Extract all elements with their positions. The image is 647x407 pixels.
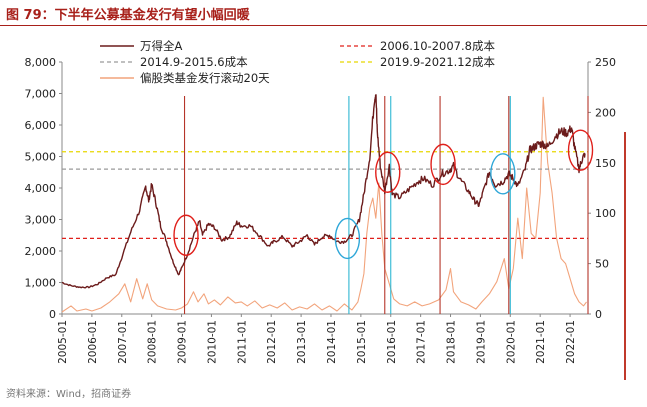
- y-left-tick-label: 0: [49, 308, 56, 321]
- y-left-tick-label: 5,000: [25, 151, 57, 164]
- x-tick-label: 2011-01: [236, 320, 248, 364]
- highlight-circle: [567, 129, 594, 171]
- x-tick-label: 2008-01: [147, 320, 159, 364]
- y-left-tick-label: 3,000: [25, 214, 57, 227]
- y-right-tick-label: 150: [595, 157, 616, 170]
- y-right-tick-label: 200: [595, 106, 616, 119]
- x-tick-label: 2013-01: [296, 320, 308, 364]
- y-right-tick-label: 100: [595, 207, 616, 220]
- x-tick-label: 2014-01: [326, 320, 338, 364]
- legend-label-wind_a: 万得全A: [140, 39, 182, 53]
- highlight-circle: [375, 151, 401, 193]
- y-right-tick-label: 50: [595, 258, 609, 271]
- x-tick-label: 2018-01: [446, 320, 458, 364]
- x-tick-label: 2010-01: [206, 320, 218, 364]
- title-rule: [0, 25, 647, 26]
- y-right-tick-label: 0: [595, 308, 602, 321]
- highlight-circle: [173, 214, 199, 256]
- title-bar: 图 79：下半年公募基金发行有望小幅回暖: [0, 0, 647, 26]
- y-left-tick-label: 7,000: [25, 88, 57, 101]
- legend-label-fund_issue: 偏股类基金发行滚动20天: [140, 71, 270, 85]
- y-left-tick-label: 6,000: [25, 119, 57, 132]
- x-tick-label: 2016-01: [386, 320, 398, 364]
- x-tick-label: 2005-01: [57, 320, 69, 364]
- y-left-tick-label: 8,000: [25, 56, 57, 69]
- legend-label-cost_2014: 2014.9-2015.6成本: [140, 55, 248, 69]
- y-right-tick-label: 250: [595, 56, 616, 69]
- x-tick-label: 2019-01: [475, 320, 487, 364]
- line-chart: 0 1,000 2,000 3,000 4,000 5,000 6,000 7,000 8,00…: [25, 39, 617, 364]
- y-left-tick-label: 1,000: [25, 277, 57, 290]
- y-left-tick-label: 2,000: [25, 245, 57, 258]
- source-note: 资料来源：Wind，招商证券: [6, 389, 132, 400]
- fund-issue-series-line: [61, 96, 587, 313]
- x-tick-label: 2009-01: [177, 320, 189, 364]
- wind-a-series-line: [61, 94, 586, 289]
- highlight-circle: [430, 143, 456, 186]
- right-edge-bar: [624, 132, 626, 380]
- figure-title: 图 79：下半年公募基金发行有望小幅回暖: [6, 8, 250, 23]
- legend-label-cost_2006: 2006.10-2007.8成本: [380, 39, 495, 53]
- highlight-circle: [334, 217, 361, 260]
- y-left-tick-label: 4,000: [25, 182, 57, 195]
- x-tick-label: 2020-01: [505, 320, 517, 364]
- x-tick-label: 2017-01: [416, 320, 428, 364]
- x-tick-label: 2007-01: [117, 320, 129, 364]
- x-tick-label: 2012-01: [266, 320, 278, 364]
- highlight-circle: [490, 153, 516, 195]
- x-tick-label: 2022-01: [565, 320, 577, 364]
- x-tick-label: 2006-01: [87, 320, 99, 364]
- x-tick-label: 2015-01: [356, 320, 368, 364]
- x-tick-label: 2021-01: [535, 320, 547, 364]
- legend-label-cost_2019: 2019.9-2021.12成本: [380, 55, 495, 69]
